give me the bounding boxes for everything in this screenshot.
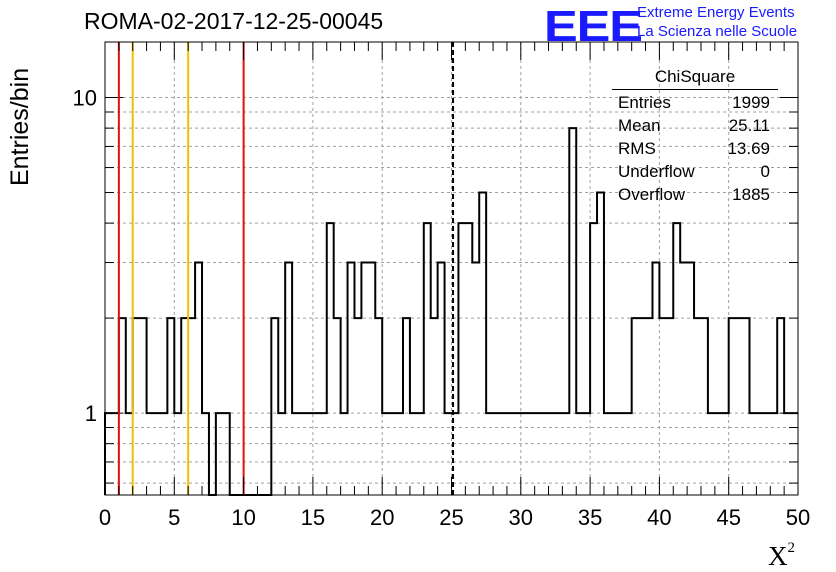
logo-line-2: La Scienza nelle Scuole [637, 23, 798, 40]
x-tick-label: 35 [578, 505, 602, 530]
x-tick-label: 40 [647, 505, 671, 530]
x-tick-label: 5 [168, 505, 180, 530]
stats-label: Overflow [618, 185, 686, 204]
x-tick-label: 15 [301, 505, 325, 530]
x-tick-label: 45 [716, 505, 740, 530]
stats-label: Entries [618, 93, 671, 112]
stats-row-mean: Mean 25.11 [612, 114, 778, 137]
chart-title: ROMA-02-2017-12-25-00045 [84, 8, 384, 34]
y-axis-label: Entries/bin [6, 67, 34, 186]
logo-text: Extreme Energy Events La Scienza nelle S… [637, 3, 797, 41]
stats-label: Underflow [618, 162, 695, 181]
logo-line-1: Extreme Energy Events [637, 4, 795, 21]
x-tick-label: 10 [231, 505, 255, 530]
stats-value: 1885 [732, 185, 770, 204]
stats-value: 1999 [732, 93, 770, 112]
x-tick-label: 50 [786, 505, 810, 530]
stats-row-overflow: Overflow 1885 [612, 183, 778, 206]
x-tick-label: 0 [99, 505, 111, 530]
x-axis-label-base: X [768, 541, 788, 571]
stats-label: RMS [618, 139, 656, 158]
stats-box: ChiSquare Entries 1999 Mean 25.11 RMS 13.69… [612, 67, 778, 206]
stats-row-underflow: Underflow 0 [612, 160, 778, 183]
x-axis-label-superscript: 2 [787, 540, 796, 556]
histogram-line [104, 127, 798, 496]
stats-row-rms: RMS 13.69 [612, 137, 778, 160]
stats-value: 25.11 [728, 116, 770, 135]
stats-title: ChiSquare [612, 67, 778, 90]
y-tick-label: 1 [85, 401, 97, 426]
stats-label: Mean [618, 116, 661, 135]
x-tick-label: 25 [439, 505, 463, 530]
stats-value: 13.69 [727, 139, 770, 158]
eee-logo: EEE [544, 2, 643, 51]
x-axis-label: X2 [768, 540, 795, 572]
stats-value: 0 [760, 162, 770, 181]
x-tick-label: 20 [370, 505, 394, 530]
stats-row-entries: Entries 1999 [612, 91, 778, 114]
x-tick-label: 30 [509, 505, 533, 530]
y-tick-label: 10 [73, 86, 97, 111]
